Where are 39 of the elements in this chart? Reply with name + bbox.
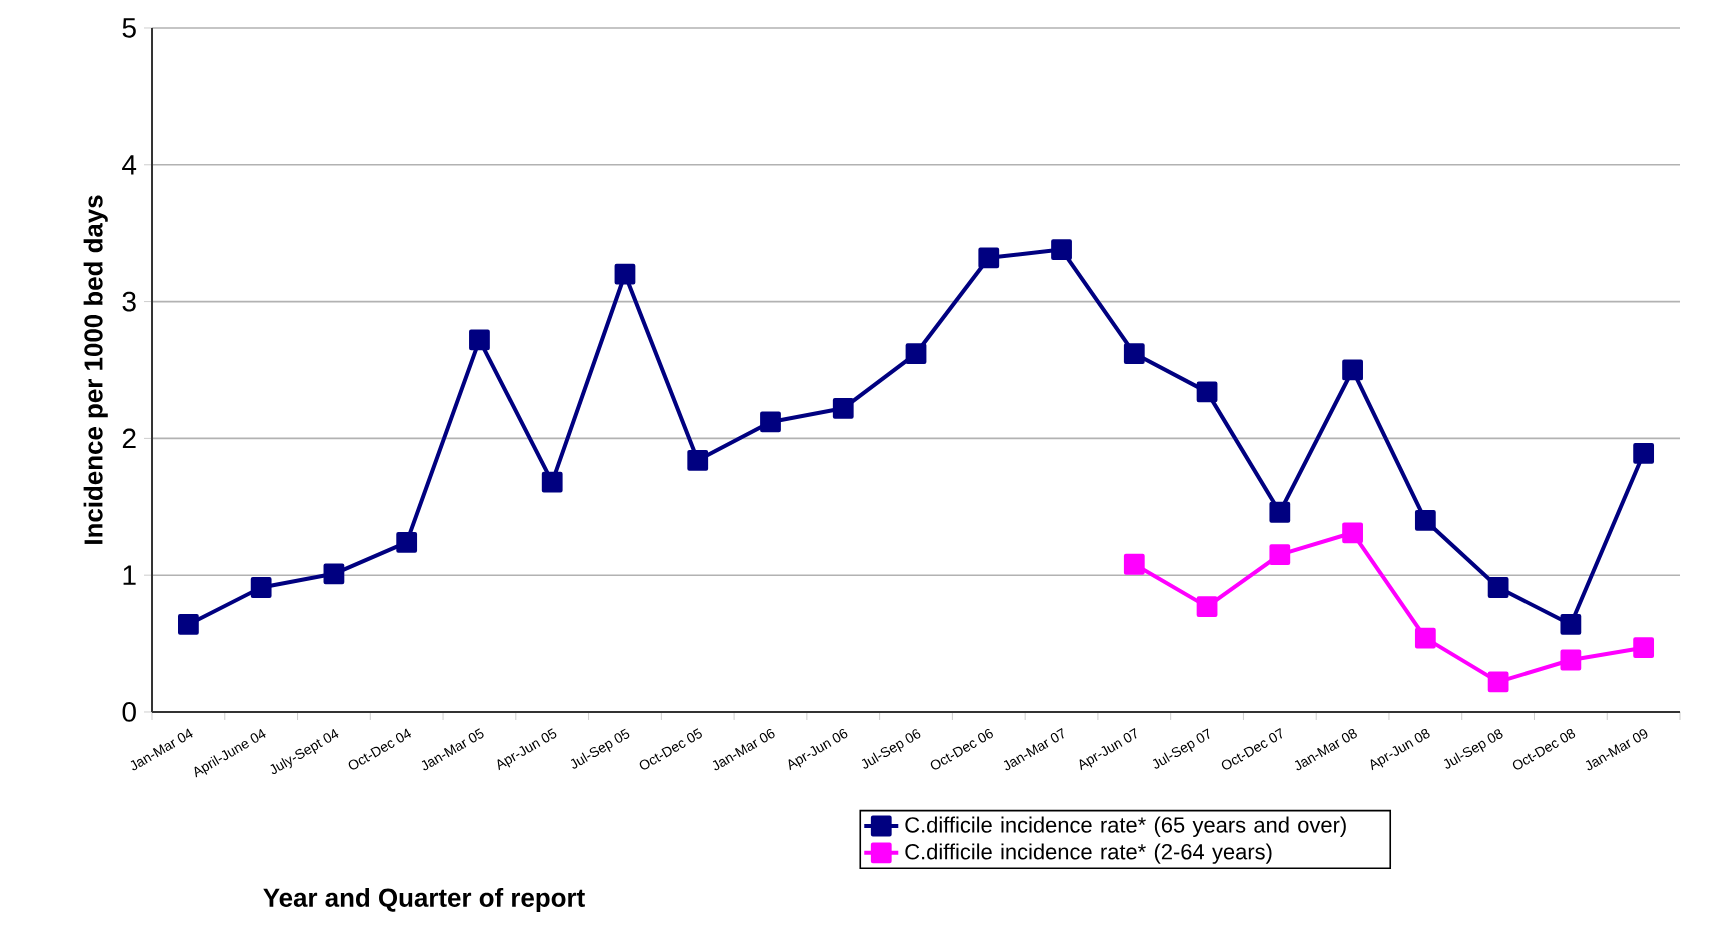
legend-label: C.difficile incidence rate* (2-64 years) [905,843,1272,864]
point [1633,637,1655,659]
point [832,397,854,419]
legend-label: C.difficile incidence rate* (65 years and over) [905,816,1346,837]
point [1414,627,1436,649]
point [1560,614,1582,635]
point [250,577,272,598]
y-tick-label: 0 [122,702,136,722]
y-tick-label: 4 [122,155,137,175]
y-tick-label: 1 [123,565,136,585]
point [1123,553,1145,575]
point [541,471,563,493]
point [1342,522,1363,544]
point [760,411,781,433]
point [1487,577,1509,598]
point [614,263,636,285]
y-tick-label: 2 [122,428,136,449]
point [1342,359,1363,381]
point [1123,343,1145,364]
point [469,329,490,351]
point [1269,501,1291,523]
point [1560,649,1582,671]
point [1196,596,1218,618]
point [1414,510,1436,531]
point [1487,671,1509,693]
point [177,614,199,635]
y-tick-label: 3 [122,291,136,312]
point [687,449,709,471]
point [1051,239,1072,260]
point [905,343,927,364]
x-axis-title: Year and Quarter of report [263,887,585,913]
point [1633,443,1655,464]
point [396,531,418,553]
y-tick-label: 5 [122,18,136,38]
point [1269,544,1291,566]
point [323,563,345,585]
point [1196,381,1218,403]
y-axis-title: Incidence per 1000 bed days [83,195,108,544]
point [978,247,1000,269]
